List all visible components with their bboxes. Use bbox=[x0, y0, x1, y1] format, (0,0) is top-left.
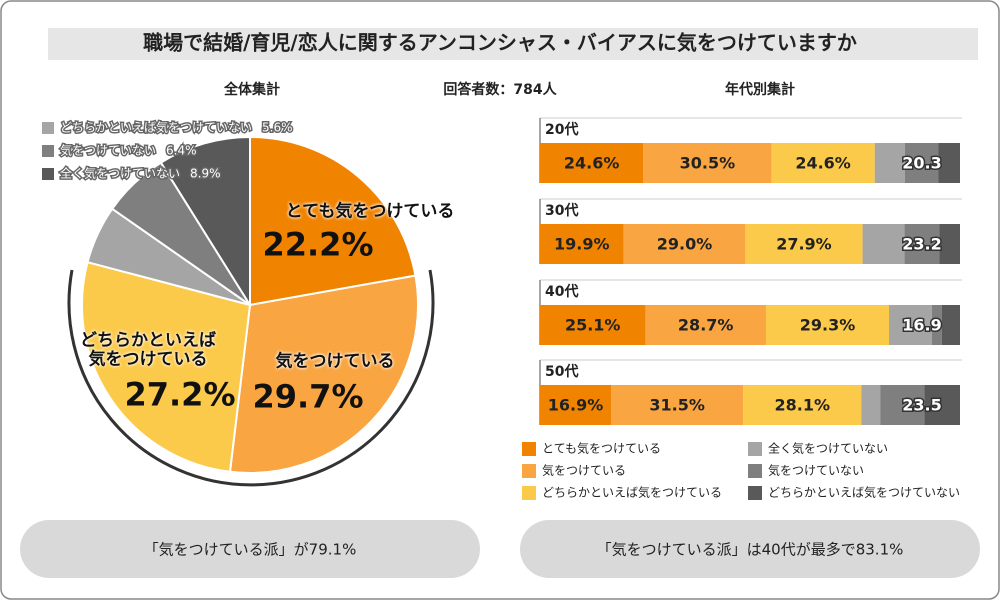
pie-slice bbox=[81, 260, 252, 473]
pie-slice bbox=[228, 274, 419, 474]
slice-label: どちらかといえば気をつけている bbox=[80, 330, 216, 369]
legend-swatch bbox=[522, 486, 536, 500]
legend-swatch bbox=[748, 486, 762, 500]
slice-value: 22.2% bbox=[262, 225, 374, 264]
row-label: 50代 bbox=[545, 363, 578, 380]
legend-label: 気をつけていない bbox=[60, 143, 156, 158]
bar-segment bbox=[643, 143, 772, 183]
bar-segment bbox=[939, 224, 960, 264]
legend-swatch bbox=[42, 168, 54, 180]
bar-segment bbox=[765, 305, 890, 345]
legend-swatch bbox=[522, 442, 536, 456]
legend-swatch bbox=[42, 122, 54, 134]
bar-value: 16.9% bbox=[548, 396, 604, 415]
legend-label: 全く気をつけていない bbox=[768, 441, 888, 456]
bar-value: 19.9% bbox=[554, 235, 610, 254]
summary: 「気をつけている派」は40代が最多で83.1% bbox=[597, 541, 904, 559]
bar-segment bbox=[610, 385, 744, 425]
bar-value: 25.1% bbox=[565, 316, 621, 335]
legend-swatch bbox=[522, 464, 536, 478]
pie-slice bbox=[249, 135, 417, 307]
bar-segment bbox=[771, 143, 875, 183]
bar-segment bbox=[540, 143, 644, 183]
legend-label: とても気をつけている bbox=[542, 441, 661, 456]
bar-value: 31.5% bbox=[649, 396, 705, 415]
bar-value: 29.0% bbox=[657, 235, 713, 254]
legend-label: 気をつけている bbox=[542, 463, 626, 478]
bar-segment bbox=[931, 305, 942, 345]
group-total: 23.2 bbox=[902, 235, 941, 254]
bar-segment bbox=[889, 305, 932, 345]
bar-segment bbox=[938, 143, 960, 183]
bar-value: 24.6% bbox=[795, 154, 851, 173]
bar-value: 30.5% bbox=[680, 154, 736, 173]
bar-value: 28.7% bbox=[678, 316, 734, 335]
bar-title: 年代別集計 bbox=[725, 81, 795, 98]
pie-title: 全体集計 bbox=[223, 81, 280, 98]
legend-swatch bbox=[748, 442, 762, 456]
legend-label: どちらかといえば気をつけている bbox=[542, 485, 722, 500]
title: 職場で結婚/育児/恋人に関するアンコンシャス・バイアスに気をつけていますか bbox=[143, 31, 857, 55]
bar-value: 29.3% bbox=[800, 316, 856, 335]
subtitle: 回答者数：784人 bbox=[443, 81, 557, 98]
group-total: 20.3 bbox=[902, 154, 941, 173]
bar-segment bbox=[540, 305, 646, 345]
bar-segment bbox=[745, 224, 863, 264]
legend-value: 8.9% bbox=[190, 167, 221, 181]
bar-segment bbox=[645, 305, 766, 345]
bar-value: 24.6% bbox=[564, 154, 620, 173]
legend-label: 気をつけていない bbox=[768, 463, 864, 478]
legend-swatch bbox=[748, 464, 762, 478]
legend-swatch bbox=[42, 145, 54, 157]
bar-segment bbox=[904, 143, 939, 183]
bar-segment bbox=[880, 385, 925, 425]
row-label: 20代 bbox=[545, 121, 578, 138]
bar-segment bbox=[924, 385, 960, 425]
legend-label: どちらかといえば気をつけていない bbox=[60, 120, 252, 135]
legend-value: 6.4% bbox=[166, 144, 197, 158]
bar-segment bbox=[862, 224, 905, 264]
row-label: 30代 bbox=[545, 202, 578, 219]
legend-label: どちらかといえば気をつけていない bbox=[768, 485, 960, 500]
bar-value: 27.9% bbox=[776, 235, 832, 254]
bar-segment bbox=[874, 143, 905, 183]
bar-segment bbox=[623, 224, 746, 264]
row-label: 40代 bbox=[545, 283, 578, 300]
slice-label: 気をつけている bbox=[275, 351, 395, 372]
slice-label: とても気をつけている bbox=[285, 201, 455, 222]
legend-value: 5.6% bbox=[262, 121, 293, 135]
bar-segment bbox=[540, 224, 624, 264]
title-bar bbox=[48, 28, 978, 60]
bar-value: 28.1% bbox=[775, 396, 831, 415]
group-total: 16.9 bbox=[902, 316, 941, 335]
bar-segment bbox=[904, 224, 940, 264]
summary-box bbox=[520, 520, 980, 578]
pie-slice bbox=[159, 135, 251, 309]
bar-segment bbox=[743, 385, 862, 425]
summary-box bbox=[20, 520, 480, 578]
group-total: 23.5 bbox=[902, 396, 941, 415]
decor-arc bbox=[67, 269, 435, 487]
slice-value: 29.7% bbox=[252, 377, 364, 416]
bar-segment bbox=[540, 385, 611, 425]
bar-segment bbox=[861, 385, 881, 425]
bar-segment bbox=[941, 305, 960, 345]
legend-label: 全く気をつけていない bbox=[60, 166, 180, 181]
slice-value: 27.2% bbox=[124, 375, 236, 414]
summary: 「気をつけている派」が79.1% bbox=[144, 541, 357, 559]
